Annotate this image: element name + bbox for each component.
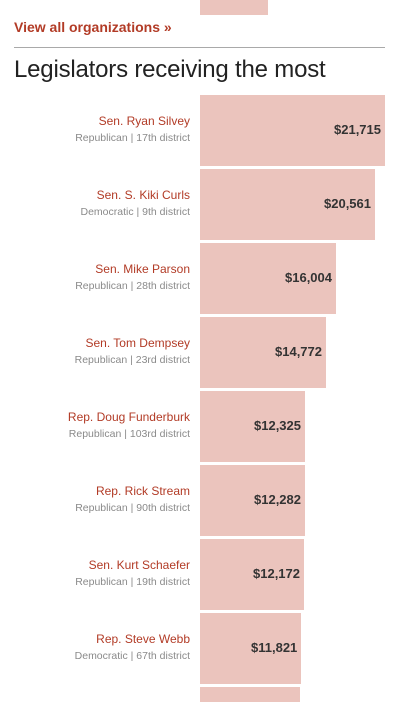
legislator-party-district-6: Republican | 19th district — [75, 576, 190, 588]
next-bar-fragment — [200, 687, 300, 702]
section-divider — [14, 47, 385, 48]
legislator-name-7[interactable]: Rep. Steve Webb — [96, 632, 190, 646]
value-label-1: $20,561 — [324, 196, 371, 211]
legislator-name-5[interactable]: Rep. Rick Stream — [95, 484, 190, 498]
bar-1 — [200, 169, 375, 240]
bar-2 — [200, 243, 336, 314]
value-label-6: $12,172 — [253, 566, 300, 581]
legislator-name-1[interactable]: Sen. S. Kiki Curls — [96, 188, 190, 202]
bar-5 — [200, 465, 305, 536]
bar-7 — [200, 613, 301, 684]
view-all-organizations-link[interactable]: View all organizations » — [14, 19, 172, 35]
legislator-name-0[interactable]: Sen. Ryan Silvey — [98, 114, 190, 128]
previous-chart-bar-fragment — [200, 0, 268, 15]
legislator-party-district-7: Democratic | 67th district — [74, 650, 190, 662]
legislator-party-district-4: Republican | 103rd district — [68, 428, 190, 440]
legislator-name-6[interactable]: Sen. Kurt Schaefer — [88, 558, 190, 572]
bar-0 — [200, 95, 385, 166]
bar-6 — [200, 539, 304, 610]
value-label-0: $21,715 — [334, 122, 381, 137]
legislator-party-district-5: Republican | 90th district — [75, 502, 190, 514]
value-label-4: $12,325 — [254, 418, 301, 433]
value-label-2: $16,004 — [285, 270, 332, 285]
bar-3 — [200, 317, 326, 388]
legislator-party-district-0: Republican | 17th district — [75, 132, 190, 144]
legislator-party-district-1: Democratic | 9th district — [80, 206, 190, 218]
value-label-7: $11,821 — [251, 640, 298, 655]
bar-4 — [200, 391, 305, 462]
legislator-name-2[interactable]: Sen. Mike Parson — [95, 262, 190, 276]
legislator-party-district-2: Republican | 28th district — [75, 280, 190, 292]
value-label-5: $12,282 — [254, 492, 301, 507]
legislator-name-3[interactable]: Sen. Tom Dempsey — [85, 336, 191, 350]
value-label-3: $14,772 — [275, 344, 322, 359]
legislator-party-district-3: Republican | 23rd district — [74, 354, 190, 366]
section-title: Legislators receiving the most — [14, 56, 326, 83]
legislator-name-4[interactable]: Rep. Doug Funderburk — [67, 410, 190, 424]
